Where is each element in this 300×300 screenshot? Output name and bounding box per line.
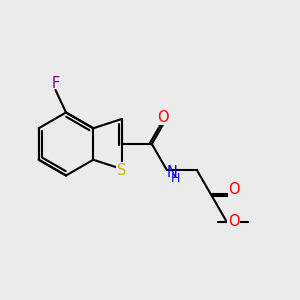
Text: F: F bbox=[51, 76, 60, 91]
Text: O: O bbox=[157, 110, 168, 124]
Text: O: O bbox=[229, 182, 240, 197]
Text: N: N bbox=[167, 165, 178, 180]
Text: O: O bbox=[228, 214, 239, 230]
Text: S: S bbox=[117, 163, 127, 178]
Text: H: H bbox=[171, 172, 181, 185]
